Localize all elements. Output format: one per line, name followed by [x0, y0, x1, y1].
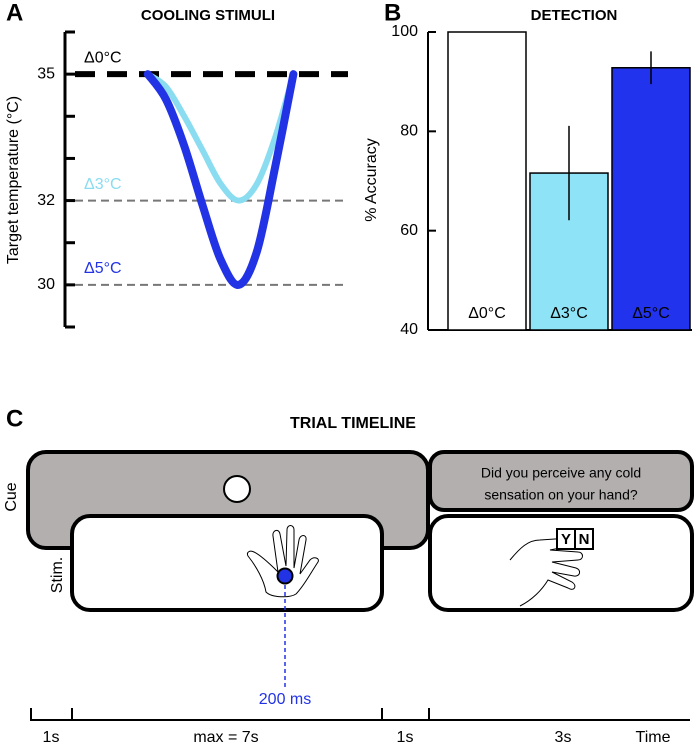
cue-circle [223, 475, 251, 503]
chart-title: COOLING STIMULI [141, 7, 275, 24]
x-tick-label: Δ5°C [632, 305, 670, 322]
y-axis-label: % Accuracy [363, 138, 380, 222]
stim-dot [276, 567, 294, 585]
y-tick-label: 80 [400, 123, 418, 140]
interval-label: max = 7s [193, 729, 258, 746]
y-tick-label: 32 [37, 192, 55, 209]
response-box [428, 514, 694, 612]
y-tick-label: 35 [37, 65, 55, 82]
y-tick-label: 60 [400, 222, 418, 239]
hand-icon [247, 525, 319, 598]
timeline-title: TRIAL TIMELINE [290, 415, 416, 432]
axis-label: Time [636, 729, 671, 746]
stim-time: 200 ms [259, 691, 311, 708]
question-box [428, 450, 694, 512]
reference-label: Δ3°C [84, 176, 122, 193]
bar [447, 31, 527, 331]
panel-label: B [384, 0, 401, 26]
key-box [574, 528, 594, 550]
question-text: Did you perceive any cold [481, 465, 641, 481]
stim-box [70, 514, 384, 612]
key-label: N [579, 531, 590, 548]
x-tick-label: Δ0°C [468, 305, 506, 322]
temperature-curve [144, 71, 297, 204]
panel-label: C [6, 405, 23, 432]
row-label: Stim. [49, 557, 66, 593]
time-axis [30, 708, 690, 721]
panel-label: A [6, 0, 23, 26]
question-text: sensation on your hand? [484, 487, 638, 503]
key-label: Y [561, 531, 571, 548]
y-tick-label: 100 [391, 23, 418, 40]
x-tick-label: Δ3°C [550, 305, 588, 322]
interval-label: 1s [397, 729, 414, 746]
interval-label: 3s [555, 729, 572, 746]
y-tick-label: 40 [400, 321, 418, 338]
y-tick-label: 30 [37, 276, 55, 293]
chart-title: DETECTION [531, 7, 618, 24]
reference-label: Δ0°C [84, 49, 122, 66]
row-label: Cue [3, 482, 20, 511]
y-axis-label: Target temperature (°C) [5, 96, 22, 264]
temperature-curve [143, 70, 298, 289]
reference-label: Δ5°C [84, 260, 122, 277]
bar [611, 67, 691, 331]
interval-label: 1s [43, 729, 60, 746]
